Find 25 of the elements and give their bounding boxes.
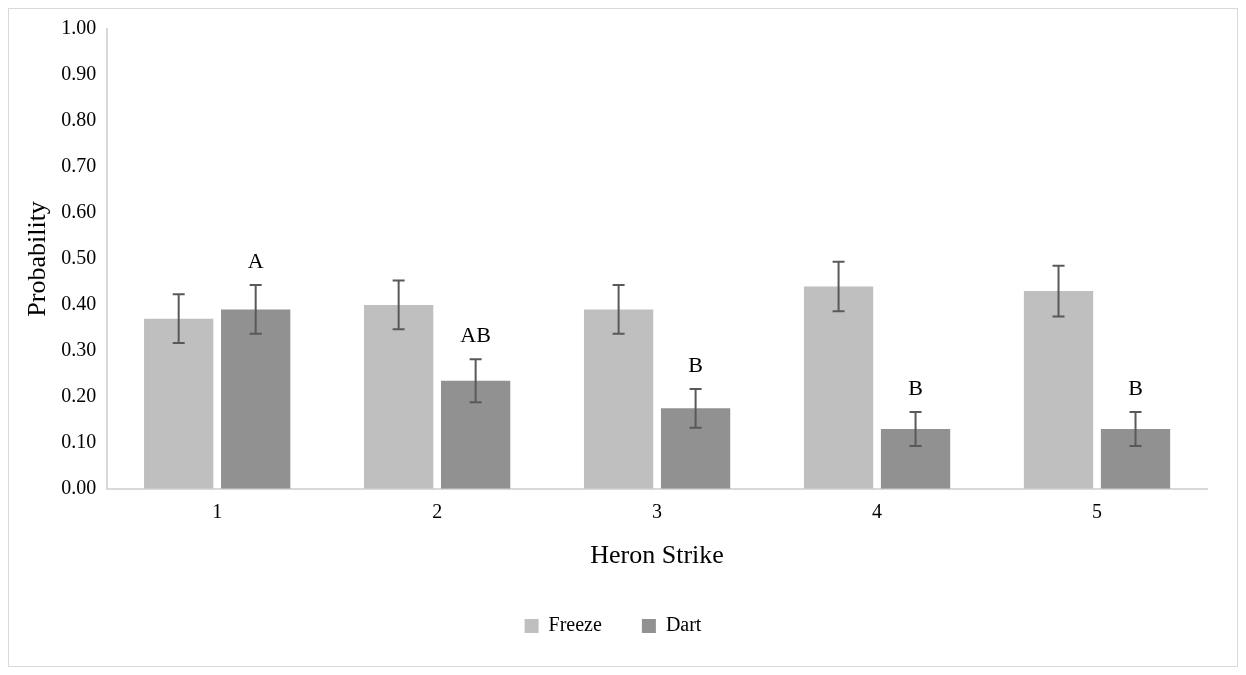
y-tick-label: 0.80 bbox=[61, 108, 97, 131]
annotation: B bbox=[908, 374, 923, 400]
legend-label: Freeze bbox=[548, 613, 602, 636]
annotation: B bbox=[1128, 374, 1143, 400]
annotation: B bbox=[688, 351, 703, 377]
y-tick-label: 0.30 bbox=[61, 338, 97, 361]
y-tick-label: 1.00 bbox=[61, 16, 97, 39]
y-tick-label: 0.20 bbox=[61, 384, 97, 407]
annotation: AB bbox=[460, 321, 491, 347]
x-tick-label: 4 bbox=[872, 500, 883, 523]
x-tick-label: 1 bbox=[212, 500, 223, 523]
x-tick-label: 5 bbox=[1092, 500, 1103, 523]
y-tick-label: 0.00 bbox=[61, 476, 97, 499]
y-tick-label: 0.60 bbox=[61, 200, 97, 223]
x-axis-title: Heron Strike bbox=[590, 540, 724, 570]
y-tick-label: 0.40 bbox=[61, 292, 97, 315]
y-tick-label: 0.10 bbox=[61, 430, 97, 453]
x-tick-label: 3 bbox=[652, 500, 663, 523]
y-tick-label: 0.90 bbox=[61, 62, 97, 85]
y-tick-label: 0.50 bbox=[61, 246, 97, 269]
annotation: A bbox=[247, 247, 264, 273]
y-tick-label: 0.70 bbox=[61, 154, 97, 177]
legend-label: Dart bbox=[665, 613, 702, 636]
x-tick-label: 2 bbox=[432, 500, 443, 523]
y-axis-title: Probability bbox=[22, 201, 52, 317]
